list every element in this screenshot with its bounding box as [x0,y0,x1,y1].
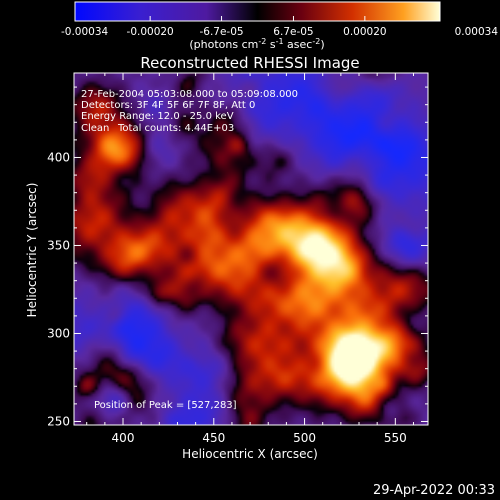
heatmap-area [74,73,428,425]
peak-position-label: Position of Peak = [527,283] [94,400,237,411]
y-axis-label: Heliocentric Y (arcsec) [25,183,39,318]
y-tick-label: 400 [47,150,70,164]
colorbar-ticks: -0.00034 -0.00020 -6.7e-05 6.7e-05 0.00020 0.… [61,16,498,38]
colorbar: -0.00034 -0.00020 -6.7e-05 6.7e-05 0.00020 0.… [61,1,498,51]
annotation-block: 27-Feb-2004 05:03:08.000 to 05:09:08.000… [81,89,298,134]
colorbar-tick-label: -0.00020 [127,26,174,38]
x-axis-label: Heliocentric X (arcsec) [182,447,318,461]
annotation-time-range: 27-Feb-2004 05:03:08.000 to 05:09:08.000 [81,89,298,100]
plot-frame [73,72,429,426]
annotation-algorithm: Clean [81,123,109,134]
heatmap-image [74,73,428,425]
axis-ticks: 400 450 500 550 250 300 350 400 [47,73,428,445]
colorbar-tick-label: 0.00020 [343,26,386,38]
x-tick-label: 500 [293,431,316,445]
x-tick-label: 450 [202,431,225,445]
annotation-energy-range: Energy Range: 12.0 - 25.0 keV [81,111,234,122]
chart-title: Reconstructed RHESSI Image [140,54,359,72]
colorbar-gradient [74,1,441,22]
colorbar-tick-label: 6.7e-05 [273,26,313,38]
y-tick-label: 350 [47,238,70,252]
annotation-detectors: Detectors: 3F 4F 5F 6F 7F 8F, Att 0 [81,100,255,111]
colorbar-tick-label: -6.7e-05 [199,26,243,38]
colorbar-tick-label: -0.00034 [61,26,109,38]
y-tick-label: 300 [47,326,70,340]
colorbar-tick-label: 0.00034 [455,26,499,38]
colorbar-unit-label: (photons cm-2 s-1 asec-2) [189,37,324,51]
x-tick-label: 550 [384,431,407,445]
annotation-total-counts: Total counts: 4.44E+03 [117,123,234,134]
y-tick-label: 250 [47,414,70,428]
generation-timestamp: 29-Apr-2022 00:33 [373,483,495,498]
x-tick-label: 400 [112,431,135,445]
